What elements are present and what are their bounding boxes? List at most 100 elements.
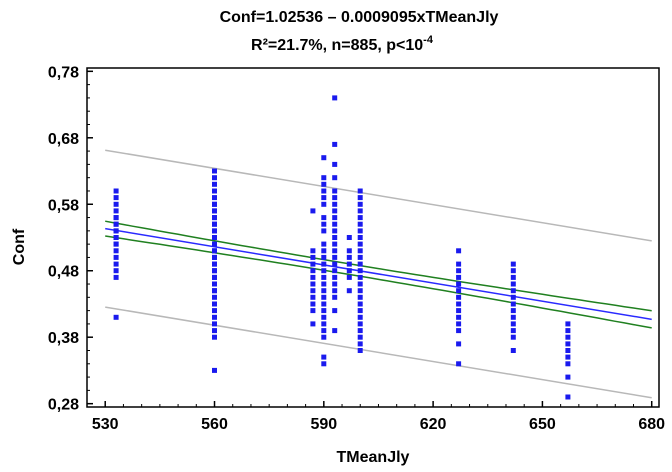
- data-point: [332, 215, 338, 221]
- data-point: [510, 348, 516, 353]
- data-point: [321, 361, 327, 367]
- data-point: [212, 294, 217, 300]
- data-point: [510, 301, 516, 307]
- data-point: [212, 314, 217, 320]
- data-point: [321, 281, 327, 287]
- data-point: [357, 341, 363, 347]
- data-point: [321, 314, 327, 320]
- data-point: [212, 175, 217, 181]
- data-point: [113, 261, 119, 267]
- data-point: [212, 367, 217, 373]
- data-point: [113, 215, 119, 221]
- data-point: [456, 288, 462, 294]
- data-point: [212, 261, 217, 267]
- data-point: [321, 354, 327, 360]
- data-point: [332, 221, 338, 227]
- data-point: [456, 328, 462, 334]
- y-tick-label: 0,58: [48, 197, 79, 214]
- data-point: [332, 201, 338, 207]
- data-point: [212, 308, 217, 314]
- data-point: [456, 321, 462, 327]
- data-points: [113, 95, 571, 400]
- data-point: [310, 208, 316, 214]
- data-point: [332, 254, 338, 260]
- data-point: [357, 228, 363, 234]
- data-point: [332, 281, 338, 287]
- x-tick-label: 560: [201, 416, 228, 433]
- data-point: [456, 301, 462, 307]
- data-point: [321, 268, 327, 274]
- data-point: [332, 274, 338, 280]
- data-point: [357, 288, 363, 294]
- x-axis-label: TMeanJly: [337, 449, 410, 466]
- data-point: [212, 195, 217, 201]
- data-point: [357, 301, 363, 307]
- x-tick-label: 680: [638, 416, 665, 433]
- chart-title-line-2: R²=21.7%, n=885, p<10-4: [251, 34, 434, 54]
- data-point: [565, 374, 571, 380]
- data-point: [321, 328, 327, 334]
- data-point: [357, 328, 363, 334]
- data-point: [357, 235, 363, 240]
- data-point: [321, 155, 327, 161]
- data-point: [346, 288, 352, 294]
- data-point: [357, 268, 363, 274]
- data-point: [321, 254, 327, 260]
- data-point: [321, 215, 327, 221]
- data-point: [456, 248, 462, 254]
- data-point: [510, 261, 516, 267]
- confidence-band-upper: [105, 220, 652, 312]
- data-point: [332, 235, 338, 240]
- data-point: [346, 274, 352, 280]
- data-point: [212, 301, 217, 307]
- data-point: [510, 321, 516, 327]
- data-point: [565, 334, 571, 340]
- data-point: [321, 334, 327, 340]
- x-tick-label: 590: [310, 416, 337, 433]
- data-point: [346, 268, 352, 274]
- y-axis-label: Conf: [11, 228, 28, 265]
- data-point: [510, 288, 516, 294]
- data-point: [321, 228, 327, 234]
- data-point: [332, 188, 338, 194]
- y-tick-label: 0,28: [48, 397, 79, 414]
- data-point: [357, 215, 363, 221]
- data-point: [212, 328, 217, 334]
- data-point: [113, 241, 119, 247]
- prediction-band-upper: [105, 149, 652, 242]
- data-point: [357, 308, 363, 314]
- data-point: [357, 334, 363, 340]
- data-point: [510, 294, 516, 300]
- prediction-band-lower: [105, 306, 652, 399]
- data-point: [113, 195, 119, 201]
- data-point: [510, 308, 516, 314]
- data-point: [212, 248, 217, 254]
- data-point: [113, 208, 119, 214]
- data-point: [113, 235, 119, 240]
- y-tick-label: 0,38: [48, 330, 79, 347]
- data-point: [357, 195, 363, 201]
- x-tick-label: 620: [420, 416, 447, 433]
- data-point: [510, 334, 516, 340]
- data-point: [332, 228, 338, 234]
- x-tick-label: 530: [92, 416, 119, 433]
- regression-line: [105, 227, 652, 321]
- plot-frame: [86, 67, 660, 408]
- data-point: [510, 274, 516, 280]
- y-tick-label: 0,78: [48, 64, 79, 81]
- data-point: [456, 341, 462, 347]
- data-point: [321, 175, 327, 181]
- data-point: [310, 294, 316, 300]
- data-point: [456, 261, 462, 267]
- data-point: [321, 274, 327, 280]
- data-point: [357, 248, 363, 254]
- data-point: [565, 361, 571, 367]
- data-point: [212, 268, 217, 274]
- data-point: [212, 181, 217, 187]
- data-point: [332, 141, 338, 147]
- data-point: [357, 221, 363, 227]
- data-point: [510, 328, 516, 334]
- data-point: [346, 254, 352, 260]
- data-point: [321, 188, 327, 194]
- data-point: [212, 208, 217, 214]
